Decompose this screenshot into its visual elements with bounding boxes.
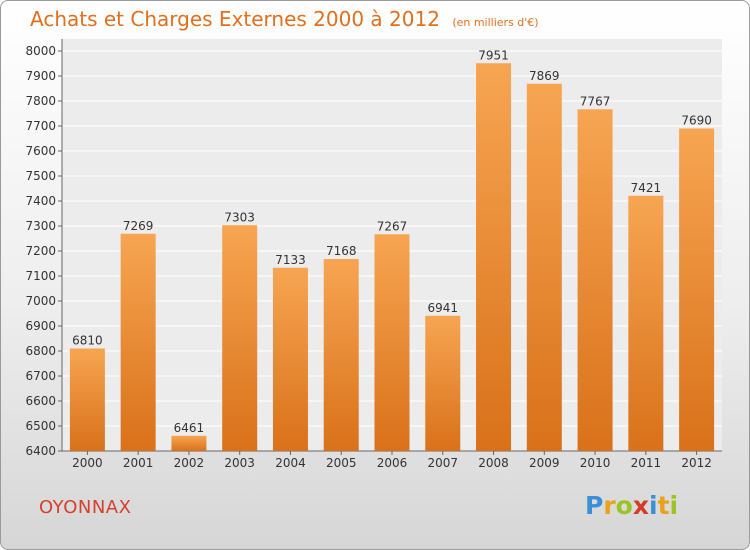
x-tick-label: 2009 <box>529 456 560 470</box>
x-tick-label: 2003 <box>224 456 255 470</box>
y-tick-label: 6400 <box>25 444 56 458</box>
logo-letter: t <box>657 491 670 520</box>
y-tick-label: 7300 <box>25 219 56 233</box>
bar <box>374 234 410 451</box>
data-label: 6941 <box>427 301 458 315</box>
y-tick-label: 8000 <box>25 44 56 58</box>
y-tick-label: 6700 <box>25 369 56 383</box>
bar <box>272 267 308 451</box>
bar <box>526 83 562 451</box>
data-label: 6461 <box>174 421 205 435</box>
x-tick-label: 2010 <box>580 456 611 470</box>
bar <box>679 128 715 451</box>
bar <box>69 348 105 451</box>
y-tick-label: 7200 <box>25 244 56 258</box>
chart-title-text: Achats et Charges Externes 2000 à 2012 <box>30 7 440 31</box>
chart-subtitle: (en milliers d'€) <box>452 16 539 29</box>
x-tick-label: 2006 <box>377 456 408 470</box>
data-label: 7133 <box>275 253 306 267</box>
logo-letter: i <box>649 491 658 520</box>
x-tick-label: 2007 <box>427 456 458 470</box>
y-tick-label: 7100 <box>25 269 56 283</box>
bar <box>476 63 512 451</box>
place-name: OYONNAX <box>39 497 132 518</box>
y-tick-label: 6600 <box>25 394 56 408</box>
data-label: 7303 <box>224 210 255 224</box>
logo-letter: x <box>632 491 649 520</box>
data-label: 7267 <box>377 219 408 233</box>
bar <box>628 195 664 451</box>
bar <box>171 435 207 451</box>
data-label: 7767 <box>580 94 611 108</box>
bar <box>425 315 461 451</box>
chart-title: Achats et Charges Externes 2000 à 2012 (… <box>30 7 539 31</box>
data-label: 6810 <box>72 334 103 348</box>
data-label: 7690 <box>681 114 712 128</box>
y-tick-label: 7700 <box>25 119 56 133</box>
x-tick-label: 2001 <box>123 456 154 470</box>
y-tick-label: 7400 <box>25 194 56 208</box>
y-tick-label: 6900 <box>25 319 56 333</box>
y-tick-label: 7900 <box>25 69 56 83</box>
bar <box>222 225 258 451</box>
x-tick-label: 2008 <box>478 456 509 470</box>
x-tick-label: 2005 <box>326 456 357 470</box>
proxiti-logo: Proxiti <box>585 491 678 520</box>
x-tick-label: 2011 <box>631 456 662 470</box>
data-label: 7269 <box>123 219 154 233</box>
bar <box>120 233 156 451</box>
x-tick-label: 2012 <box>681 456 712 470</box>
logo-letter: P <box>585 491 604 520</box>
logo-letter: o <box>615 491 633 520</box>
y-tick-label: 7500 <box>25 169 56 183</box>
x-tick-label: 2004 <box>275 456 306 470</box>
x-tick-label: 2000 <box>72 456 103 470</box>
x-tick-label: 2002 <box>174 456 205 470</box>
logo-letter: i <box>669 491 679 520</box>
logo-letter: r <box>603 491 616 520</box>
y-tick-label: 7000 <box>25 294 56 308</box>
bar <box>577 109 613 451</box>
data-label: 7951 <box>478 48 509 62</box>
bar <box>323 259 359 451</box>
data-label: 7421 <box>631 181 662 195</box>
data-label: 7869 <box>529 69 560 83</box>
y-tick-label: 6800 <box>25 344 56 358</box>
data-label: 7168 <box>326 244 357 258</box>
y-tick-label: 7600 <box>25 144 56 158</box>
y-tick-label: 7800 <box>25 94 56 108</box>
y-tick-label: 6500 <box>25 419 56 433</box>
